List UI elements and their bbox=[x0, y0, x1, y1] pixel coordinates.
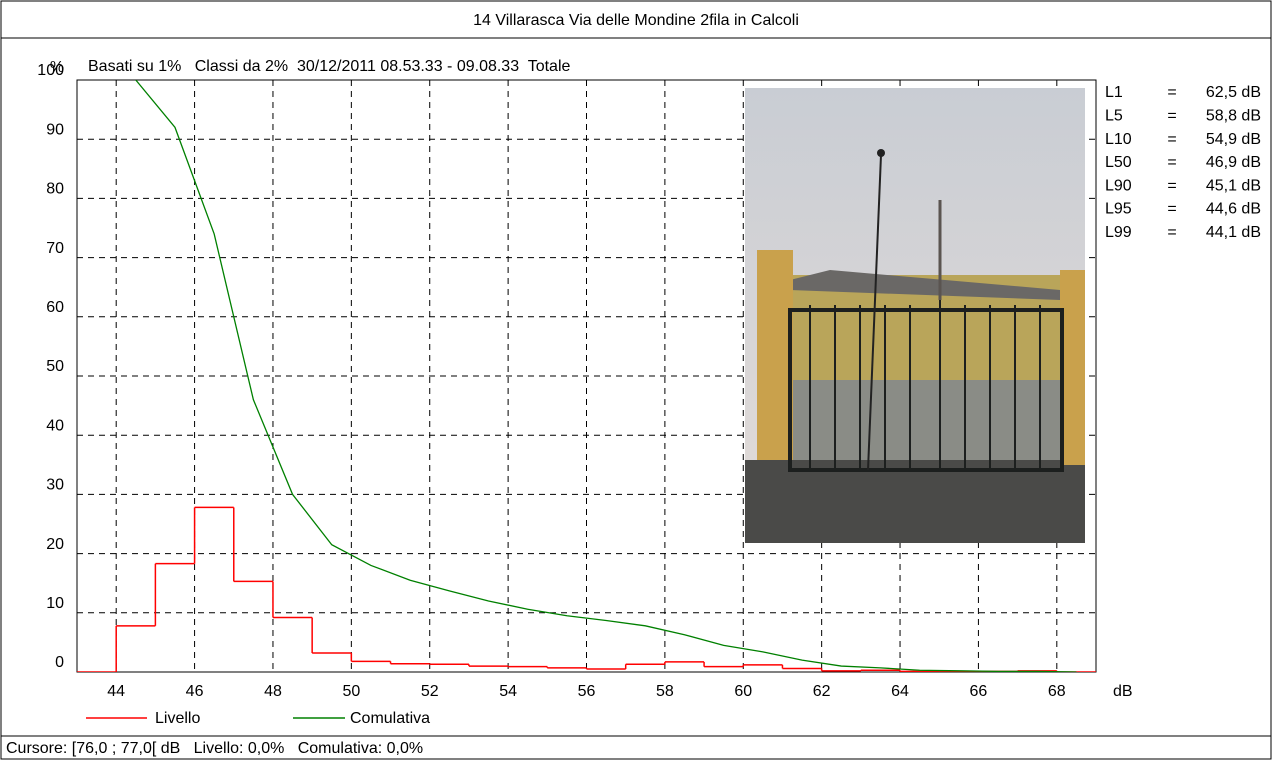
x-tick-label: 52 bbox=[421, 683, 439, 700]
stat-label: L5 bbox=[1105, 108, 1123, 125]
x-axis-label: dB bbox=[1113, 683, 1133, 700]
x-tick-label: 50 bbox=[342, 683, 360, 700]
stat-value: 54,9 dB bbox=[1206, 131, 1261, 148]
y-tick-label: 70 bbox=[46, 240, 64, 257]
x-tick-label: 60 bbox=[734, 683, 752, 700]
y-tick-label: 0 bbox=[55, 654, 64, 671]
y-tick-label: 20 bbox=[46, 536, 64, 553]
x-tick-label: 62 bbox=[813, 683, 831, 700]
x-tick-label: 56 bbox=[578, 683, 596, 700]
photo bbox=[745, 88, 1085, 543]
stat-label: L50 bbox=[1105, 154, 1132, 171]
y-tick-label: 80 bbox=[46, 181, 64, 198]
stat-separator: = bbox=[1167, 177, 1176, 194]
stat-label: L99 bbox=[1105, 224, 1132, 241]
stat-separator: = bbox=[1167, 84, 1176, 101]
y-tick-label: 50 bbox=[46, 358, 64, 375]
footer: Cursore: [76,0 ; 77,0[ dB Livello: 0,0% … bbox=[6, 740, 423, 757]
stat-value: 45,1 dB bbox=[1206, 177, 1261, 194]
legend-label: Comulativa bbox=[350, 710, 430, 727]
y-tick-label: 10 bbox=[46, 595, 64, 612]
plot-frame bbox=[76, 79, 1097, 673]
stat-value: 62,5 dB bbox=[1206, 84, 1261, 101]
x-tick-label: 66 bbox=[970, 683, 988, 700]
y-tick-label: 40 bbox=[46, 417, 64, 434]
stat-separator: = bbox=[1167, 108, 1176, 125]
stat-value: 46,9 dB bbox=[1206, 154, 1261, 171]
stat-label: L10 bbox=[1105, 131, 1132, 148]
x-tick-label: 44 bbox=[107, 683, 125, 700]
y-tick-label: 100 bbox=[37, 62, 64, 79]
y-axis-label: % bbox=[50, 59, 64, 76]
chart-title: 14 Villarasca Via delle Mondine 2fila in… bbox=[473, 12, 799, 29]
stat-value: 44,6 dB bbox=[1206, 201, 1261, 218]
labels: 0 10 20 30 40 50 60 70 80 90 100 44 46 48 50 52 54 56 58 60… bbox=[37, 62, 1261, 727]
x-tick-label: 48 bbox=[264, 683, 282, 700]
subtitle: Basati su 1% Classi da 2% 30/12/2011 08.… bbox=[88, 58, 571, 75]
stat-separator: = bbox=[1167, 131, 1176, 148]
y-tick-label: 60 bbox=[46, 299, 64, 316]
stat-separator: = bbox=[1167, 201, 1176, 218]
stat-label: L95 bbox=[1105, 201, 1132, 218]
stat-value: 58,8 dB bbox=[1206, 108, 1261, 125]
cumulative-line bbox=[135, 80, 1077, 672]
x-tick-label: 68 bbox=[1048, 683, 1066, 700]
y-tick-label: 90 bbox=[46, 121, 64, 138]
marks bbox=[77, 80, 1096, 672]
legend-label: Livello bbox=[155, 710, 200, 727]
y-tick-label: 30 bbox=[46, 477, 64, 494]
x-tick-label: 64 bbox=[891, 683, 909, 700]
stat-value: 44,1 dB bbox=[1206, 224, 1261, 241]
x-tick-label: 46 bbox=[186, 683, 204, 700]
stat-label: L90 bbox=[1105, 177, 1132, 194]
stat-separator: = bbox=[1167, 154, 1176, 171]
stat-separator: = bbox=[1167, 224, 1176, 241]
stat-label: L1 bbox=[1105, 84, 1123, 101]
x-tick-label: 58 bbox=[656, 683, 674, 700]
x-tick-label: 54 bbox=[499, 683, 517, 700]
